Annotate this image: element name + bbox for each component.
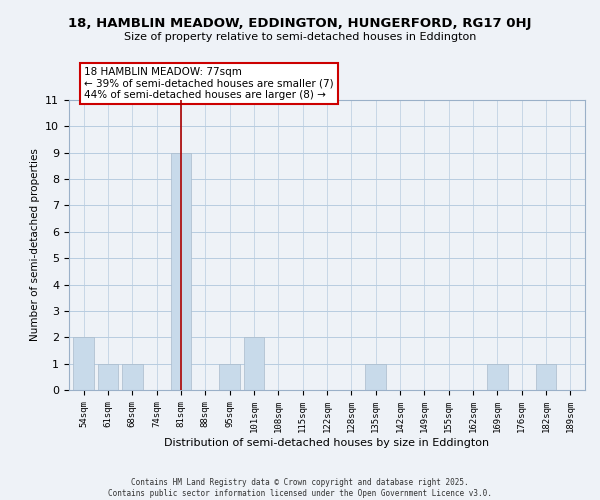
Text: Contains HM Land Registry data © Crown copyright and database right 2025.
Contai: Contains HM Land Registry data © Crown c…	[108, 478, 492, 498]
Bar	[122, 364, 143, 390]
Y-axis label: Number of semi-detached properties: Number of semi-detached properties	[30, 148, 40, 342]
Text: Size of property relative to semi-detached houses in Eddington: Size of property relative to semi-detach…	[124, 32, 476, 42]
X-axis label: Distribution of semi-detached houses by size in Eddington: Distribution of semi-detached houses by …	[164, 438, 490, 448]
Bar	[98, 364, 118, 390]
Bar	[170, 152, 191, 390]
Bar	[536, 364, 556, 390]
Text: 18 HAMBLIN MEADOW: 77sqm
← 39% of semi-detached houses are smaller (7)
44% of se: 18 HAMBLIN MEADOW: 77sqm ← 39% of semi-d…	[85, 67, 334, 100]
Text: 18, HAMBLIN MEADOW, EDDINGTON, HUNGERFORD, RG17 0HJ: 18, HAMBLIN MEADOW, EDDINGTON, HUNGERFOR…	[68, 18, 532, 30]
Bar	[244, 338, 265, 390]
Bar	[219, 364, 240, 390]
Bar	[73, 338, 94, 390]
Bar	[487, 364, 508, 390]
Bar	[365, 364, 386, 390]
